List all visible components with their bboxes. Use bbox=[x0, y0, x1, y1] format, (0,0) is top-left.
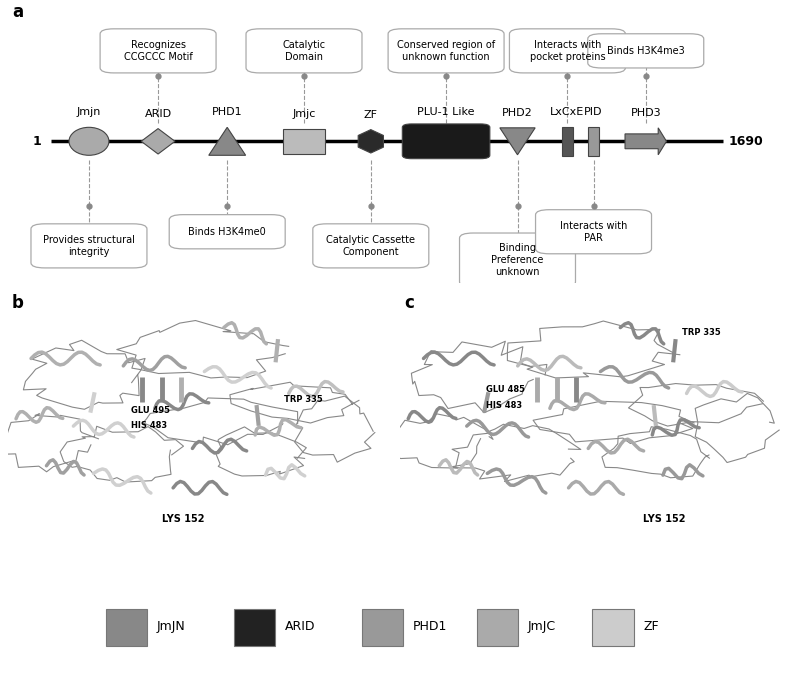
Text: PHD2: PHD2 bbox=[502, 108, 533, 118]
Polygon shape bbox=[358, 129, 383, 153]
Text: PLU-1 Like: PLU-1 Like bbox=[418, 108, 475, 117]
Polygon shape bbox=[500, 128, 535, 155]
Text: ARID: ARID bbox=[145, 109, 172, 118]
Text: Catalytic
Domain: Catalytic Domain bbox=[282, 40, 326, 62]
Text: PHD1: PHD1 bbox=[413, 620, 447, 633]
Text: a: a bbox=[12, 3, 23, 21]
Text: Catalytic Cassette
Component: Catalytic Cassette Component bbox=[326, 235, 415, 257]
Text: GLU 495: GLU 495 bbox=[131, 406, 170, 415]
Text: Provides structural
integrity: Provides structural integrity bbox=[43, 235, 135, 257]
Text: PHD3: PHD3 bbox=[630, 108, 661, 118]
Text: 1690: 1690 bbox=[729, 135, 763, 148]
Text: ZF: ZF bbox=[364, 110, 378, 120]
Text: Jmjn: Jmjn bbox=[77, 108, 101, 117]
Polygon shape bbox=[625, 128, 666, 155]
Text: Binding
Preference
unknown: Binding Preference unknown bbox=[491, 243, 544, 276]
FancyBboxPatch shape bbox=[510, 29, 626, 73]
Text: PID: PID bbox=[584, 107, 602, 117]
FancyBboxPatch shape bbox=[592, 609, 634, 646]
FancyBboxPatch shape bbox=[388, 29, 504, 73]
Text: Interacts with
PAR: Interacts with PAR bbox=[560, 221, 627, 242]
FancyBboxPatch shape bbox=[283, 129, 325, 153]
Text: b: b bbox=[12, 294, 24, 312]
Text: GLU 485: GLU 485 bbox=[486, 385, 526, 394]
FancyBboxPatch shape bbox=[402, 124, 490, 159]
Text: Interacts with
pocket proteins: Interacts with pocket proteins bbox=[530, 40, 606, 62]
Text: JmJC: JmJC bbox=[528, 620, 556, 633]
Text: TRP 335: TRP 335 bbox=[285, 396, 323, 405]
Text: LYS 152: LYS 152 bbox=[162, 514, 204, 524]
Text: LxCxE: LxCxE bbox=[550, 107, 585, 117]
FancyBboxPatch shape bbox=[588, 34, 704, 68]
Text: Recognizes
CCGCCC Motif: Recognizes CCGCCC Motif bbox=[124, 40, 193, 62]
FancyBboxPatch shape bbox=[459, 233, 575, 287]
FancyBboxPatch shape bbox=[100, 29, 216, 73]
FancyBboxPatch shape bbox=[234, 609, 275, 646]
Text: PHD1: PHD1 bbox=[212, 108, 242, 117]
Polygon shape bbox=[141, 129, 175, 154]
Text: ZF: ZF bbox=[643, 620, 659, 633]
Text: HIS 483: HIS 483 bbox=[131, 422, 167, 430]
Text: Binds H3K4me3: Binds H3K4me3 bbox=[607, 46, 685, 56]
FancyBboxPatch shape bbox=[170, 215, 285, 249]
Text: JmJN: JmJN bbox=[157, 620, 186, 633]
Text: ARID: ARID bbox=[285, 620, 315, 633]
FancyBboxPatch shape bbox=[313, 224, 429, 268]
Polygon shape bbox=[209, 127, 246, 155]
FancyBboxPatch shape bbox=[535, 210, 651, 254]
Text: Jmjc: Jmjc bbox=[292, 109, 316, 119]
FancyBboxPatch shape bbox=[477, 609, 518, 646]
FancyBboxPatch shape bbox=[246, 29, 362, 73]
Text: HIS 483: HIS 483 bbox=[486, 400, 522, 409]
FancyBboxPatch shape bbox=[106, 609, 147, 646]
FancyBboxPatch shape bbox=[562, 127, 573, 155]
FancyBboxPatch shape bbox=[31, 224, 147, 268]
Ellipse shape bbox=[69, 127, 109, 155]
FancyBboxPatch shape bbox=[588, 127, 599, 155]
Text: Binds H3K4me0: Binds H3K4me0 bbox=[188, 227, 266, 237]
FancyBboxPatch shape bbox=[362, 609, 403, 646]
Text: Conserved region of
unknown function: Conserved region of unknown function bbox=[397, 40, 495, 62]
Text: 1: 1 bbox=[33, 135, 42, 148]
Text: c: c bbox=[404, 294, 414, 312]
Text: LYS 152: LYS 152 bbox=[643, 514, 686, 524]
Text: TRP 335: TRP 335 bbox=[682, 328, 721, 337]
